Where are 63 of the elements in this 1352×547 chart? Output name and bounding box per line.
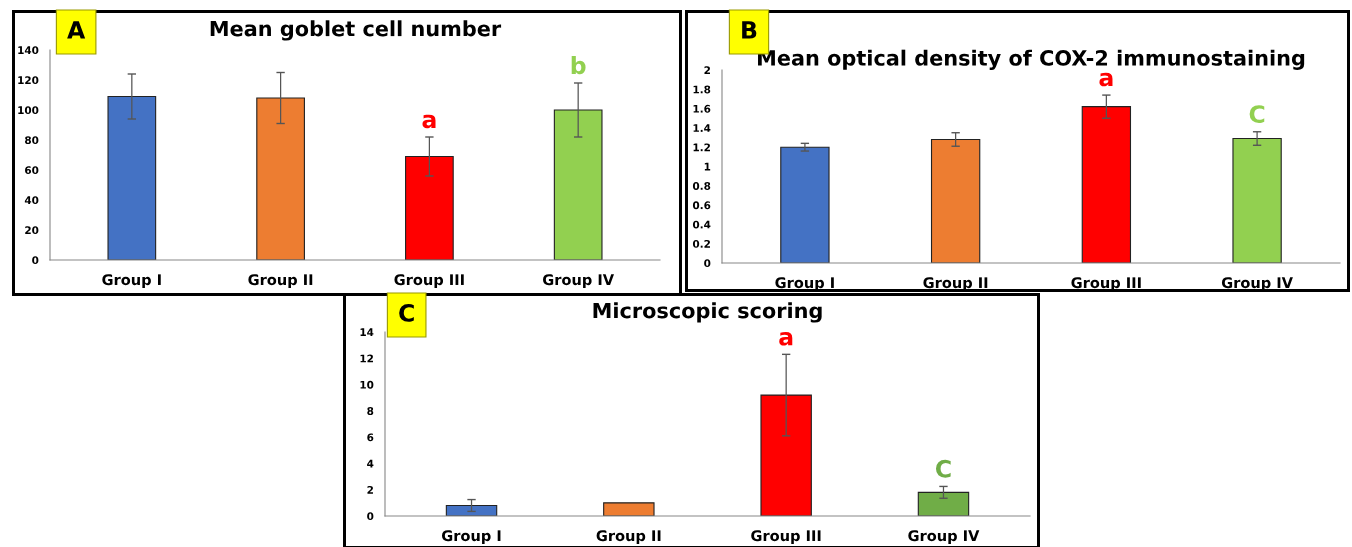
annotation: a (779, 332, 793, 346)
bar (107, 95, 157, 260)
y-tick-label: 0.4 (692, 220, 711, 229)
y-tick-label: 1.4 (693, 124, 711, 132)
y-tick-label: 14 (360, 328, 374, 336)
y-tick-label: 2 (367, 485, 373, 494)
y-tick-label: 100 (18, 106, 39, 115)
y-tick-label: 140 (18, 46, 39, 55)
y-tick-label: 4 (367, 459, 374, 468)
y-tick-label: 80 (25, 136, 39, 145)
y-tick-label: 60 (25, 166, 39, 175)
y-tick-label: 6 (367, 433, 374, 442)
x-tick-label: Group I (102, 274, 161, 288)
y-tick-label: 20 (25, 226, 39, 235)
x-tick-label: Group II (248, 274, 313, 288)
y-tick-label: 1 (704, 162, 711, 171)
y-tick-label: 12 (360, 354, 373, 363)
text: C (399, 303, 414, 322)
y-tick-label: 120 (18, 76, 39, 85)
x-tick-label: Group II (596, 530, 661, 544)
x-tick-label: Group I (775, 277, 834, 291)
y-tick-label: 0.6 (692, 201, 711, 210)
chart-title: Mean goblet cell number (210, 20, 502, 41)
x-tick-label: Group III (394, 274, 464, 288)
y-tick-label: 1.6 (693, 104, 711, 113)
x-tick-label: Group III (751, 530, 821, 544)
text: A (67, 21, 86, 39)
y-tick-label: 0 (367, 512, 374, 521)
y-tick-label: 0 (32, 256, 39, 265)
annotation: C (935, 459, 951, 478)
annotation: b (571, 55, 586, 75)
y-tick-label: 40 (24, 196, 39, 205)
bar (603, 502, 655, 516)
y-tick-label: 0.2 (692, 239, 710, 248)
y-tick-label: 8 (367, 407, 374, 415)
x-tick-label: Group IV (1221, 277, 1293, 291)
y-tick-label: 1.8 (693, 85, 711, 94)
bar (553, 109, 603, 260)
x-tick-label: Group II (923, 277, 988, 291)
bar (1081, 106, 1132, 263)
bar (780, 146, 830, 263)
text: B (742, 21, 757, 39)
chart-title: Mean optical density of COX-2 immunostaining (758, 49, 1305, 70)
annotation: a (422, 114, 436, 129)
bar (445, 504, 498, 516)
bar (930, 138, 981, 263)
y-tick-label: 1.2 (693, 143, 710, 152)
bar (256, 97, 305, 260)
bar (760, 394, 812, 516)
bar (405, 155, 454, 260)
annotation: C (1249, 105, 1265, 124)
y-tick-label: 0 (704, 259, 711, 268)
x-tick-label: Group III (1071, 277, 1141, 291)
y-tick-label: 0.8 (692, 182, 711, 190)
annotation: a (1099, 72, 1113, 87)
bar (917, 491, 970, 516)
x-tick-label: Group I (442, 530, 501, 544)
bar (1232, 137, 1282, 263)
y-tick-label: 10 (360, 380, 374, 389)
x-tick-label: Group IV (543, 274, 614, 288)
x-tick-label: Group IV (908, 530, 980, 544)
chart-title: Microscopic scoring (593, 302, 822, 323)
y-tick-label: 2 (704, 66, 710, 74)
